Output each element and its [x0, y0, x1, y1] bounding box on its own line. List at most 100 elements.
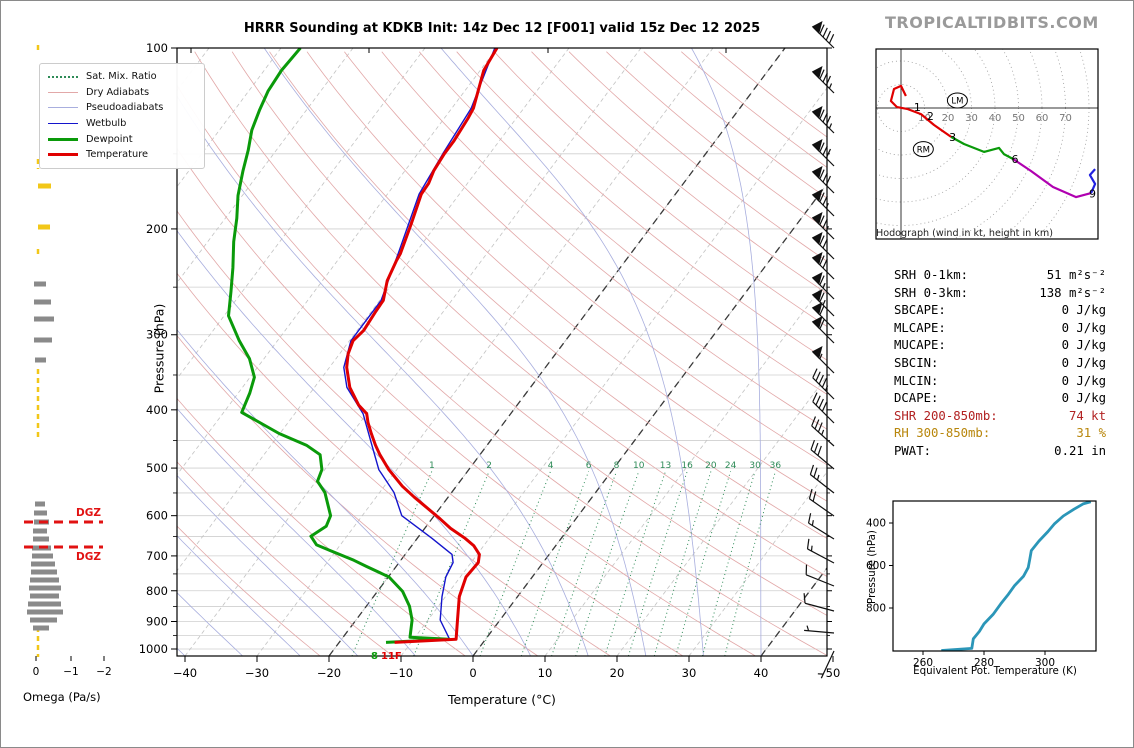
surface-temp-label: 11F: [381, 651, 402, 662]
stats-row: MLCIN: 0 J/kg: [894, 373, 1106, 391]
hodograph-height-marker: 1: [914, 101, 921, 114]
stats-row: RH 300-850mb: 31 %: [894, 425, 1106, 443]
omega-bar: [31, 569, 57, 575]
hodograph-trace-9km+: [1088, 168, 1097, 194]
omega-bar: [34, 281, 46, 287]
temperature-tick-label: −20: [317, 666, 341, 680]
highlight-isotherm-line: [472, 182, 827, 656]
temperature-tick-label: 50: [826, 666, 841, 680]
omega-bar: [29, 585, 61, 591]
highlight-isotherm-line: [328, 48, 786, 656]
wind-barb: [812, 368, 835, 400]
hodograph-trace-6-9km: [1012, 158, 1092, 199]
legend-item: Wetbulb: [48, 116, 196, 132]
wind-barb: [811, 232, 835, 260]
stat-label: SRH 0-3km:: [894, 285, 969, 300]
dry-adiabat-line: [231, 51, 827, 577]
stats-row: MUCAPE: 0 J/kg: [894, 337, 1106, 355]
legend-item: Dewpoint: [48, 131, 196, 147]
legend-sample-line: [48, 91, 78, 93]
dry-adiabat-line: [177, 147, 756, 656]
mixing-ratio-label: 16: [681, 461, 693, 471]
stat-value: 0 J/kg: [1061, 391, 1106, 406]
hodograph-border: [875, 48, 1099, 240]
stats-row: PWAT: 0.21 in: [894, 443, 1106, 461]
pseudoadiabat-line: [691, 48, 762, 656]
omega-bar: [30, 593, 59, 599]
temperature-axis-label: Temperature (°C): [448, 692, 556, 707]
legend-sample-line: [48, 137, 78, 141]
wind-barb: [807, 513, 835, 540]
hodograph-ring-label: 70: [1059, 113, 1072, 124]
stat-label: MLCAPE:: [894, 320, 946, 335]
pressure-tick-label: 800: [146, 584, 168, 598]
skewt-border: [176, 47, 828, 657]
stat-value: 74 kt: [1068, 408, 1106, 423]
hodograph-height-marker: 6: [1011, 153, 1018, 166]
wind-barb: [808, 488, 835, 517]
hodograph-ring-label: 40: [989, 113, 1002, 124]
stat-value: 0 J/kg: [1061, 303, 1106, 318]
mixing-ratio-label: 24: [725, 461, 737, 471]
hodograph-trace-3-6km: [950, 135, 1014, 160]
mixing-ratio-line: [351, 471, 433, 656]
dry-adiabat-line: [194, 51, 827, 616]
isotherm-line: [400, 87, 827, 656]
legend-sample-line: [48, 123, 78, 125]
mixing-ratio-line: [479, 471, 551, 656]
mixing-ratio-label: 13: [660, 461, 671, 471]
omega-bar: [33, 536, 49, 542]
dgz-label: DGZ: [76, 507, 101, 519]
isotherm-line: [544, 279, 827, 656]
hodograph-trace-0-3km: [889, 84, 952, 138]
omega-bar: [38, 224, 50, 230]
temperature-tick-label: 30: [682, 666, 697, 680]
stat-label: DCAPE:: [894, 391, 939, 406]
omega-bar: [35, 501, 45, 507]
isotherm-line: [177, 48, 282, 188]
pseudoadiabat-line: [177, 329, 474, 656]
skewt-plot-area: 1 2 4 6 8 10 13 16 20 24 30 36: [177, 48, 827, 656]
omega-tick-label: −2: [96, 666, 111, 678]
temperature-tick-label: −10: [389, 666, 413, 680]
wind-barb: [810, 439, 835, 470]
omega-bar: [27, 609, 63, 615]
legend: Sat. Mix. Ratio Dry Adiabats Pseudoadiabat…: [39, 63, 205, 169]
mixing-ratio-label: 2: [486, 461, 492, 471]
pseudoadiabat-line: [177, 474, 359, 656]
wind-barb: [811, 302, 835, 330]
pressure-tick-label: 600: [146, 509, 168, 523]
legend-sample-line: [48, 75, 78, 78]
dry-adiabat-line: [531, 51, 827, 295]
wetbulb-curve: [343, 48, 496, 644]
wind-barb: [811, 252, 835, 280]
pressure-tick-label: 700: [146, 549, 168, 563]
stat-value: 0 J/kg: [1061, 320, 1106, 335]
wind-barb: [811, 66, 835, 94]
mixing-ratio-label: 36: [770, 461, 782, 471]
dry-adiabat-line: [344, 51, 827, 466]
wind-barb: [811, 316, 835, 344]
pressure-tick-label: 400: [146, 403, 168, 417]
theta-e-x-tick-label: 260: [913, 657, 933, 669]
theta-e-border: [892, 500, 1097, 652]
page-title: HRRR Sounding at KDKB Init: 14z Dec 12 […: [243, 21, 761, 36]
temperature-tick-label: −40: [173, 666, 197, 680]
stat-label: SBCIN:: [894, 355, 939, 370]
storm-motion-label: RM: [917, 145, 930, 155]
stats-row: DCAPE: 0 J/kg: [894, 390, 1106, 408]
stat-label: PWAT:: [894, 443, 932, 458]
dry-adiabat-line: [177, 84, 827, 656]
omega-bar: [28, 601, 61, 607]
temperature-tick-label: 0: [469, 666, 476, 680]
omega-bar: [31, 561, 55, 567]
stats-row: SRH 0-3km: 138 m²s⁻²: [894, 285, 1106, 303]
storm-motion-circle: [912, 141, 934, 158]
pressure-tick-label: 300: [146, 328, 168, 342]
temperature-tick-label: 40: [754, 666, 769, 680]
omega-bar: [34, 299, 51, 305]
omega-tick-label: −1: [63, 666, 78, 678]
mixing-ratio-label: 10: [633, 461, 645, 471]
dry-adiabat-line: [177, 397, 466, 656]
mixing-ratio-line: [724, 471, 776, 656]
